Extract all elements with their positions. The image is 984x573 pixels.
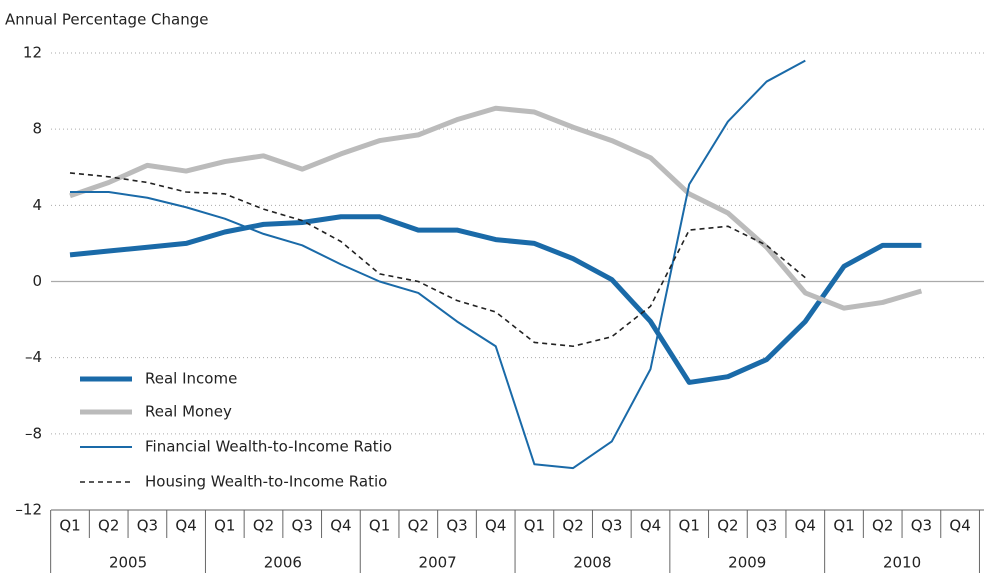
series-line [69, 172, 806, 348]
x-tick-label: Q1 [369, 517, 390, 535]
x-tick-label: Q1 [833, 517, 854, 535]
x-tick-label: Q1 [59, 517, 80, 535]
x-tick-label: Q4 [175, 517, 196, 535]
year-label: 2010 [883, 554, 921, 572]
x-tick-label: Q3 [137, 517, 158, 535]
y-tick-label: –4 [25, 348, 42, 366]
x-tick-label: Q4 [949, 517, 970, 535]
legend-label: Real Money [145, 403, 232, 421]
x-tick-label: Q4 [640, 517, 661, 535]
x-tick-label: Q4 [330, 517, 351, 535]
y-tick-label: 0 [32, 272, 42, 290]
year-label: 2007 [419, 554, 457, 572]
x-tick-label: Q2 [717, 517, 738, 535]
series-line [69, 105, 923, 311]
legend-label: Real Income [145, 370, 237, 388]
year-label: 2005 [109, 554, 147, 572]
x-tick-label: Q2 [408, 517, 429, 535]
y-tick-label: 4 [32, 196, 42, 214]
year-label: 2006 [264, 554, 302, 572]
x-tick-label: Q4 [795, 517, 816, 535]
x-tick-label: Q3 [292, 517, 313, 535]
y-tick-label: 12 [23, 44, 42, 62]
y-tick-label: –8 [25, 424, 42, 442]
x-tick-label: Q1 [679, 517, 700, 535]
x-tick-label: Q3 [756, 517, 777, 535]
legend-label: Housing Wealth-to-Income Ratio [145, 473, 387, 491]
x-tick-label: Q2 [872, 517, 893, 535]
y-axis-label: Annual Percentage Change [5, 11, 209, 29]
x-tick-label: Q4 [485, 517, 506, 535]
series-line [70, 59, 806, 470]
y-tick-label: –12 [15, 501, 42, 519]
year-label: 2008 [573, 554, 611, 572]
x-tick-label: Q2 [562, 517, 583, 535]
y-tick-label: 8 [32, 120, 42, 138]
x-tick-label: Q2 [98, 517, 119, 535]
x-tick-label: Q3 [911, 517, 932, 535]
x-tick-label: Q1 [214, 517, 235, 535]
year-label: 2009 [728, 554, 766, 572]
series-line [69, 214, 922, 385]
x-tick-label: Q3 [601, 517, 622, 535]
x-tick-label: Q2 [253, 517, 274, 535]
legend-label: Financial Wealth-to-Income Ratio [145, 438, 392, 456]
x-tick-label: Q1 [524, 517, 545, 535]
x-tick-label: Q3 [446, 517, 467, 535]
